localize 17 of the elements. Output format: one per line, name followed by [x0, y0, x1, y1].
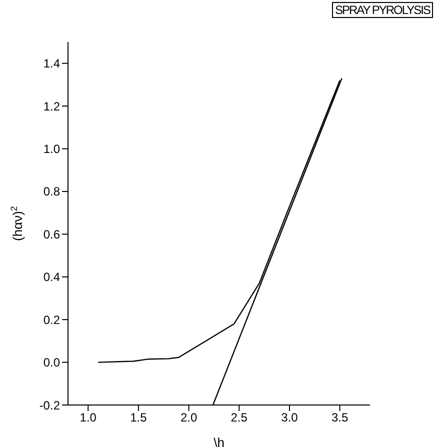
text: SPRAY PYROLYSIS: [332, 2, 433, 18]
y-tick-label: 1.2: [43, 99, 60, 114]
x-tick-label: 1.0: [80, 410, 97, 425]
x-axis-title: \h: [214, 435, 224, 447]
y-tick-label: 0.4: [43, 270, 60, 284]
y-tick-label: 0.0: [43, 356, 60, 370]
x-tick-label: 3.5: [331, 410, 348, 425]
x-tick-label: 1.5: [130, 410, 148, 425]
x-tick-label: 3.0: [281, 410, 298, 425]
y-tick-label: 0.2: [43, 312, 60, 327]
x-tick-label: 2.0: [180, 410, 198, 425]
y-tick-label: 0.8: [43, 184, 60, 199]
x-tick-label: 2.5: [230, 410, 248, 425]
y-tick-label: 0.6: [43, 227, 60, 242]
y-tick-label: 1.0: [43, 142, 60, 156]
y-tick-label: -0.2: [39, 398, 60, 412]
y-tick-label: 1.4: [43, 56, 60, 71]
